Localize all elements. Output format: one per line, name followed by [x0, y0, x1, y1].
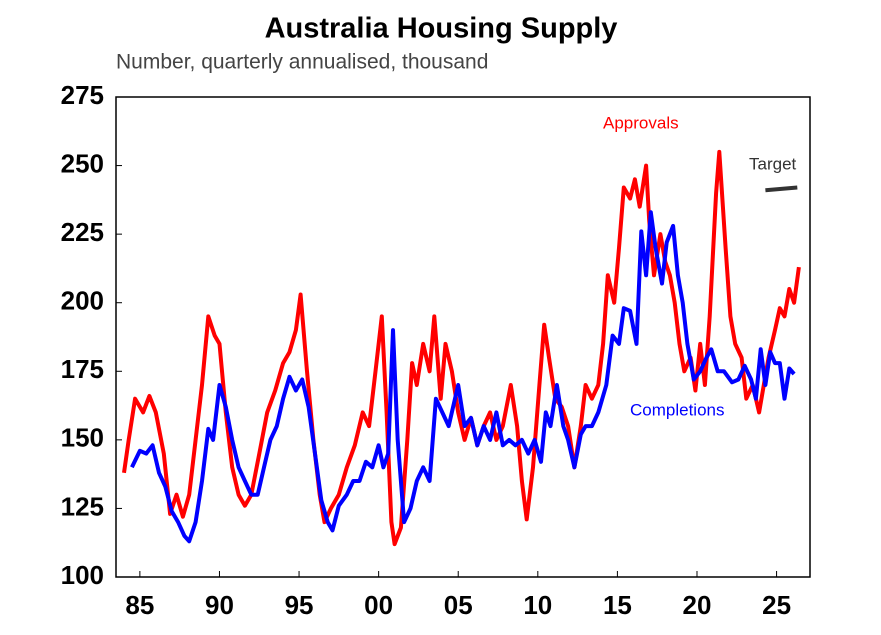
y-tick-label: 175: [61, 354, 104, 384]
series-line: [765, 185, 798, 193]
x-tick-label: 20: [683, 590, 712, 620]
x-tick-label: 95: [285, 590, 314, 620]
y-tick-label: 275: [61, 80, 104, 110]
x-tick-label: 25: [762, 590, 791, 620]
x-tick-label: 15: [603, 590, 632, 620]
plot-frame: [115, 96, 811, 578]
series-label: Target: [749, 154, 797, 173]
series-line: [122, 149, 801, 547]
y-tick-label: 150: [61, 423, 104, 453]
chart-subtitle: Number, quarterly annualised, thousand: [116, 51, 488, 74]
x-tick-label: 90: [205, 590, 234, 620]
x-tick-label: 10: [523, 590, 552, 620]
series-label: Completions: [630, 400, 725, 419]
x-tick-label: 05: [444, 590, 473, 620]
x-tick-label: 85: [125, 590, 154, 620]
chart-title: Australia Housing Supply: [265, 13, 618, 45]
series-label: Approvals: [603, 113, 679, 132]
y-tick-label: 225: [61, 217, 104, 247]
y-tick-label: 100: [61, 560, 104, 590]
y-tick-label: 125: [61, 491, 104, 521]
x-tick-label: 00: [364, 590, 393, 620]
y-tick-label: 200: [61, 286, 104, 316]
series-line: [130, 210, 796, 544]
y-tick-label: 250: [61, 148, 104, 178]
